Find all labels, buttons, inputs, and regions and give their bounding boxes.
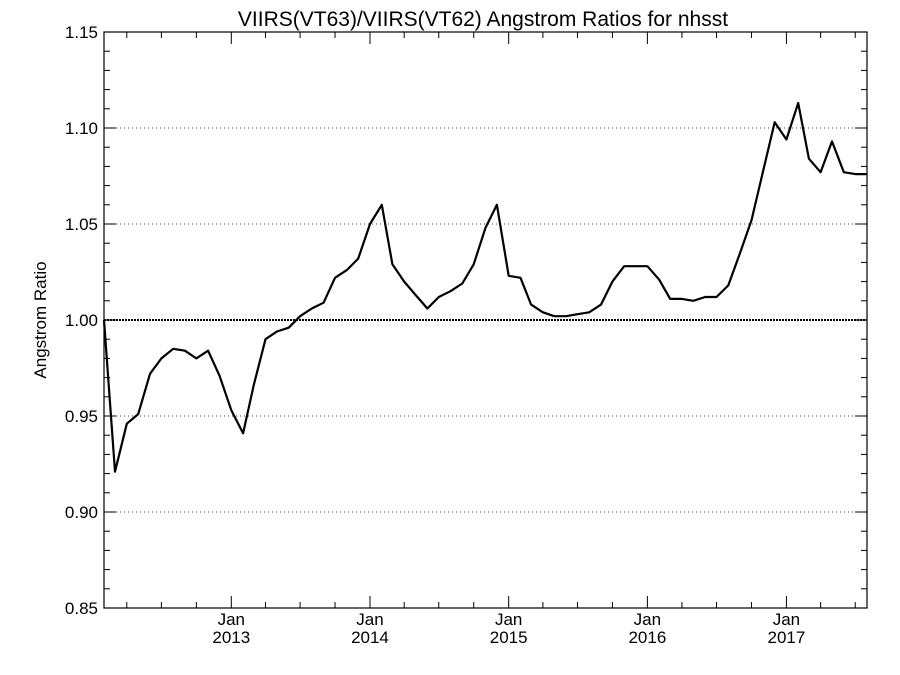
- x-tick-label-month: Jan: [218, 610, 245, 629]
- x-tick-label-year: 2013: [212, 628, 250, 647]
- x-tick-label-year: 2017: [768, 628, 806, 647]
- y-tick-label: 1.15: [65, 23, 98, 42]
- y-tick-label: 0.95: [65, 407, 98, 426]
- y-tick-label: 1.05: [65, 215, 98, 234]
- y-tick-label: 1.00: [65, 311, 98, 330]
- y-axis-label: Angstrom Ratio: [31, 261, 50, 378]
- x-tick-label-year: 2016: [628, 628, 666, 647]
- y-tick-label: 0.85: [65, 599, 98, 618]
- series-line: [102, 101, 867, 473]
- x-tick-label-month: Jan: [356, 610, 383, 629]
- x-tick-label-year: 2015: [490, 628, 528, 647]
- x-tick-label-month: Jan: [773, 610, 800, 629]
- x-tick-label-month: Jan: [634, 610, 661, 629]
- chart-title: VIIRS(VT63)/VIIRS(VT62) Angstrom Ratios …: [238, 8, 728, 31]
- x-tick-label-month: Jan: [495, 610, 522, 629]
- y-tick-label: 0.90: [65, 503, 98, 522]
- x-tick-label-year: 2014: [351, 628, 389, 647]
- y-tick-label: 1.10: [65, 119, 98, 138]
